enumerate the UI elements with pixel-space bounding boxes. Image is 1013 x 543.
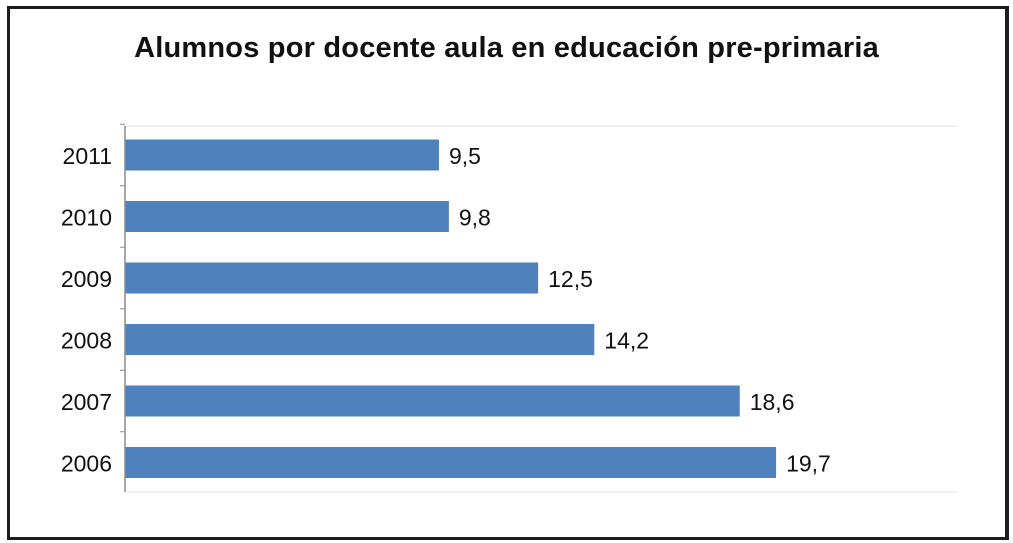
data-label-2011: 9,5 <box>449 143 481 169</box>
y-tick-label-2011: 2011 <box>63 143 112 169</box>
bar-2007 <box>125 385 740 417</box>
data-label-2010: 9,8 <box>459 205 491 231</box>
data-label-2007: 18,6 <box>750 389 795 415</box>
bar-2008 <box>125 324 595 355</box>
y-tick-label-2008: 2008 <box>61 328 112 354</box>
y-tick-label-2006: 2006 <box>61 451 112 477</box>
bar-2009 <box>125 262 539 294</box>
data-label-2009: 12,5 <box>548 266 593 292</box>
chart-title: Alumnos por docente aula en educación pr… <box>134 32 879 64</box>
bar-2010 <box>125 201 449 232</box>
y-tick-label-2009: 2009 <box>61 266 112 292</box>
bar-2011 <box>125 139 439 171</box>
y-tick-label-2010: 2010 <box>61 205 112 231</box>
data-label-2008: 14,2 <box>604 328 649 354</box>
data-label-2006: 19,7 <box>786 451 831 477</box>
bar-2006 <box>125 447 777 478</box>
y-tick-label-2007: 2007 <box>61 389 112 415</box>
